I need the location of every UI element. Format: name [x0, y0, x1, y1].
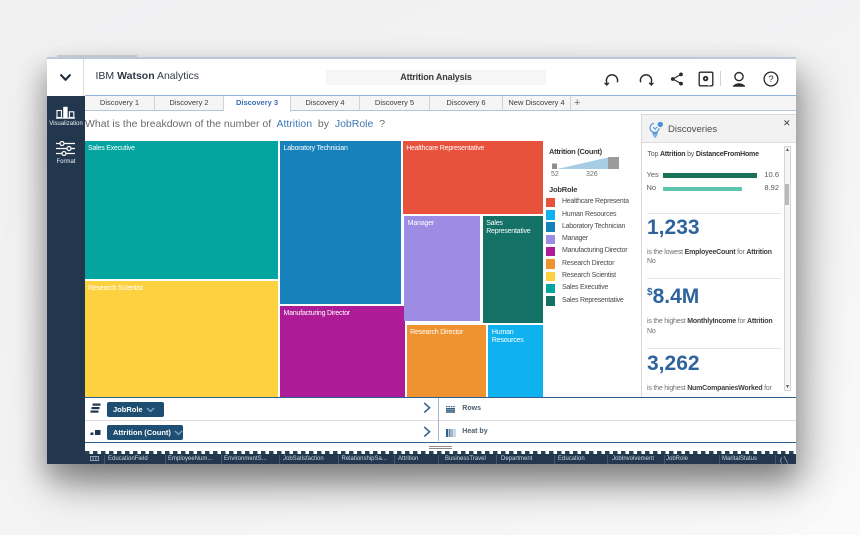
svg-text:?: ? [768, 74, 773, 85]
